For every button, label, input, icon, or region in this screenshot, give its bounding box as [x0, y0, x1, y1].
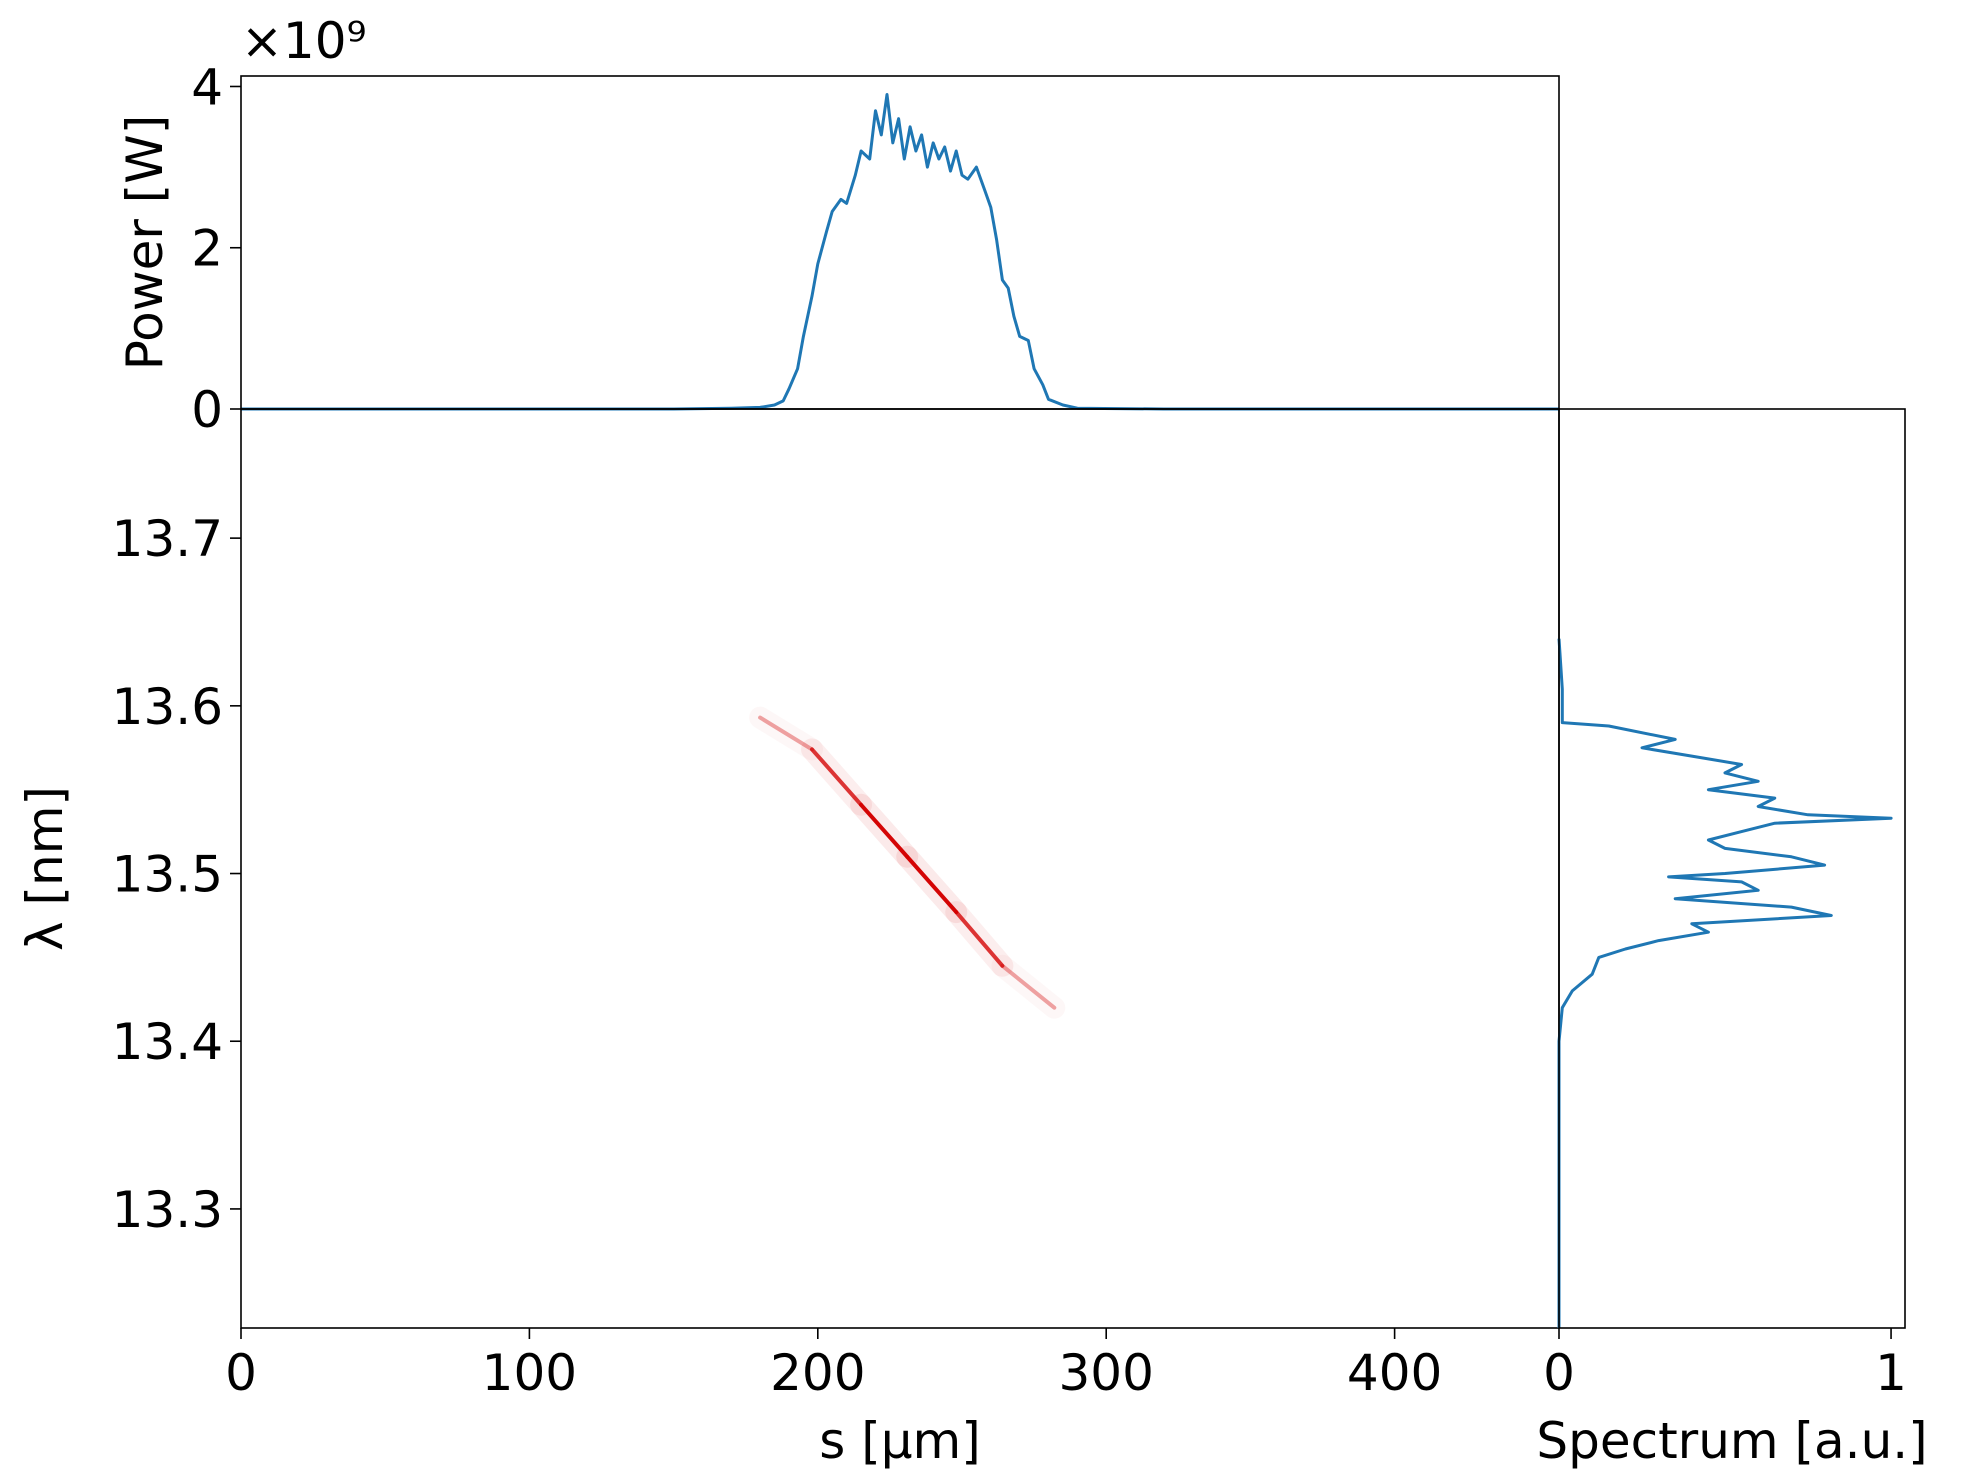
y-axis-label: λ [nm] [16, 786, 74, 951]
ridge-segment [810, 747, 864, 807]
y-tick-label: 13.5 [112, 846, 223, 904]
y-tick-label: 2 [191, 220, 223, 278]
x-tick-label: 100 [482, 1344, 577, 1402]
ridge-segment [905, 854, 959, 915]
y-tick-label: 13.3 [112, 1181, 223, 1239]
x-axis-label: Spectrum [a.u.] [1536, 1412, 1927, 1470]
y-tick-label: 13.4 [112, 1013, 223, 1071]
x-tick-label: 0 [225, 1344, 257, 1402]
ridge-segment [758, 715, 815, 752]
y-tick-label: 13.7 [112, 510, 223, 568]
y-tick-label: 0 [191, 381, 223, 439]
data-line [1557, 638, 1893, 1328]
x-tick-label: 200 [770, 1344, 865, 1402]
data-line [241, 93, 1559, 411]
x-tick-label: 0 [1543, 1344, 1575, 1402]
x-tick-label: 400 [1347, 1344, 1442, 1402]
x-tick-label: 1 [1875, 1344, 1907, 1402]
x-tick-label: 300 [1058, 1344, 1153, 1402]
ridge-segment [859, 802, 910, 859]
plot-frame [1558, 408, 1906, 1329]
y-tick-label: 13.6 [112, 678, 223, 736]
x-axis-label: s [μm] [819, 1412, 980, 1470]
ridge-segment [1000, 963, 1057, 1010]
ridge-segment [954, 910, 1005, 968]
y-tick-label: 4 [191, 58, 223, 116]
y-offset-label: ×10⁹ [241, 12, 367, 70]
plot-frame [240, 408, 1560, 1329]
y-axis-label: Power [W] [116, 115, 174, 371]
